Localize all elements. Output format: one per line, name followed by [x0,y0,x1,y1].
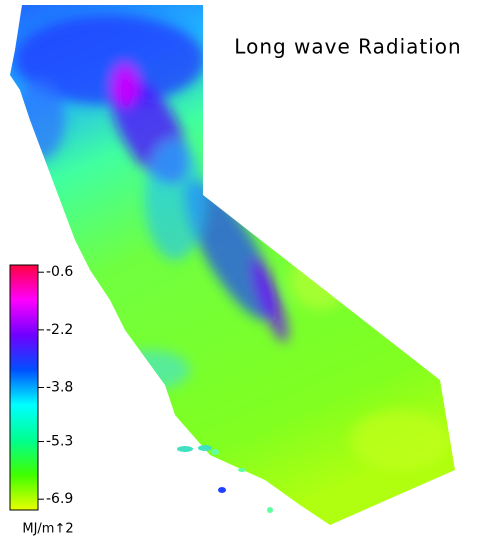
colorbar: -0.6 -2.2 -3.8 -5.3 -6.9 [9,264,73,511]
colorbar-unit: MJ/m↑2 [22,522,73,537]
colorbar-tick-label: -2.2 [46,322,73,338]
colorbar-tick-label: -5.3 [46,434,73,450]
map-title: Long wave Radiation [234,35,461,59]
colorbar-tick-label: -0.6 [46,264,73,280]
colorbar-bar [9,264,39,511]
colorbar-tick-label: -6.9 [46,491,73,507]
islands [177,445,273,513]
colorbar-tick-label: -3.8 [46,380,73,396]
